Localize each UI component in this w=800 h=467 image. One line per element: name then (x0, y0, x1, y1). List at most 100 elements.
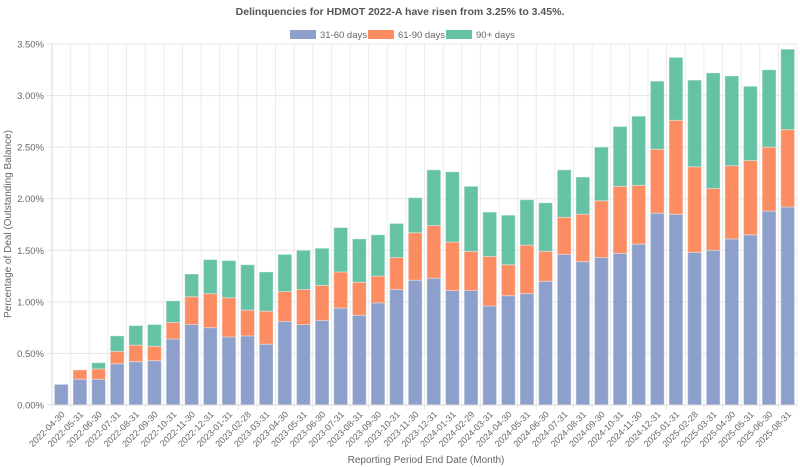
bar-stack-2022-11-30 (184, 273, 200, 406)
bar-90-days-2023-11-30 (407, 197, 423, 234)
bar-stack-2024-02-29 (463, 185, 479, 406)
bar-61-90-days-2024-06-30 (538, 250, 553, 282)
bar-31-60-days-2025-06-30 (761, 210, 777, 406)
bar-stack-2023-03-31 (258, 271, 274, 406)
bar-31-60-days-2024-02-29 (463, 290, 479, 406)
bar-90-days-2022-10-31 (165, 300, 181, 323)
bar-stack-2022-10-31 (165, 300, 181, 406)
bar-stack-2022-08-31 (128, 325, 144, 406)
legend-item-61-90-days[interactable]: 61-90 days (368, 30, 445, 41)
bar-90-days-2024-03-31 (482, 211, 498, 257)
bar-90-days-2022-07-31 (109, 335, 125, 352)
bar-61-90-days-2023-11-30 (407, 232, 423, 281)
bar-61-90-days-2022-09-30 (147, 345, 162, 362)
bar-stack-2023-11-30 (407, 197, 423, 406)
bar-61-90-days-2025-08-31 (780, 129, 796, 208)
bar-31-60-days-2022-05-31 (72, 378, 88, 406)
bar-90-days-2024-06-30 (538, 202, 553, 252)
bar-31-60-days-2022-09-30 (147, 360, 162, 406)
bar-31-60-days-2023-01-31 (221, 336, 237, 406)
bar-stack-2024-12-31 (649, 80, 665, 406)
gridlines (47, 43, 798, 410)
y-tick-label: 0.00% (17, 401, 44, 412)
bar-31-60-days-2025-08-31 (780, 206, 796, 406)
legend-label: 90+ days (476, 30, 515, 41)
bar-90-days-2024-01-31 (445, 171, 460, 243)
bar-31-60-days-2022-08-31 (128, 361, 144, 406)
bar-31-60-days-2024-12-31 (649, 212, 665, 406)
bar-31-60-days-2024-07-31 (556, 253, 572, 406)
bar-90-days-2024-04-30 (500, 214, 516, 266)
y-axis-label: Percentage of Deal (Outstanding Balance) (3, 130, 14, 318)
bar-61-90-days-2022-10-31 (165, 321, 181, 340)
bar-stack-2024-03-31 (482, 211, 498, 406)
bar-stack-2024-10-31 (612, 126, 628, 406)
bar-stack-2025-03-31 (705, 72, 721, 406)
bar-31-60-days-2022-07-31 (109, 363, 125, 406)
bar-90-days-2025-02-28 (687, 79, 702, 168)
bar-31-60-days-2023-06-30 (314, 319, 330, 406)
bar-stack-2023-09-30 (370, 234, 386, 406)
bar-61-90-days-2022-11-30 (184, 296, 200, 326)
bar-90-days-2024-08-31 (575, 176, 591, 215)
bar-61-90-days-2025-03-31 (705, 187, 721, 251)
bar-61-90-days-2023-02-28 (240, 309, 255, 337)
bar-stack-2023-07-31 (333, 227, 349, 406)
bar-61-90-days-2025-04-30 (724, 165, 740, 240)
bar-90-days-2024-02-29 (463, 185, 479, 252)
bar-90-days-2025-03-31 (705, 72, 721, 189)
bar-61-90-days-2024-12-31 (649, 148, 665, 214)
bar-stack-2022-04-30 (53, 383, 69, 406)
bar-61-90-days-2023-09-30 (370, 275, 386, 304)
bar-90-days-2025-08-31 (780, 48, 796, 131)
bar-31-60-days-2023-07-31 (333, 307, 349, 406)
bar-90-days-2025-05-31 (743, 85, 758, 162)
bar-90-days-2023-01-31 (221, 260, 237, 299)
bar-61-90-days-2024-02-29 (463, 250, 479, 292)
bar-stack-2023-04-30 (277, 253, 293, 406)
legend-item-31-60-days[interactable]: 31-60 days (290, 30, 367, 41)
bar-stack-2023-06-30 (314, 247, 330, 406)
bar-90-days-2024-05-31 (519, 199, 535, 246)
bar-90-days-2025-04-30 (724, 75, 740, 167)
bar-stack-2025-02-28 (687, 79, 702, 406)
bar-31-60-days-2025-03-31 (705, 249, 721, 406)
bar-61-90-days-2023-01-31 (221, 297, 237, 338)
bar-31-60-days-2023-05-31 (296, 324, 311, 406)
y-tick-label: 0.50% (17, 349, 44, 360)
bar-61-90-days-2024-03-31 (482, 255, 498, 307)
bar-90-days-2022-12-31 (202, 259, 218, 295)
bar-stack-2025-08-31 (780, 48, 796, 406)
bar-31-60-days-2025-05-31 (743, 234, 758, 406)
bar-90-days-2024-09-30 (594, 146, 609, 202)
axes (51, 44, 797, 406)
bar-90-days-2022-09-30 (147, 324, 162, 347)
bar-31-60-days-2023-04-30 (277, 320, 293, 406)
bar-90-days-2023-08-31 (351, 238, 367, 283)
bar-31-60-days-2022-11-30 (184, 324, 200, 406)
bar-90-days-2024-10-31 (612, 126, 628, 187)
bar-90-days-2023-05-31 (296, 249, 311, 290)
bar-90-days-2025-06-30 (761, 69, 777, 148)
bar-90-days-2023-02-28 (240, 264, 255, 311)
bar-stack-2024-07-31 (556, 169, 572, 406)
bar-61-90-days-2024-11-30 (631, 184, 647, 245)
bar-90-days-2023-07-31 (333, 227, 349, 273)
legend-label: 61-90 days (398, 30, 445, 41)
bar-stack-2024-04-30 (500, 214, 516, 406)
bar-61-90-days-2022-12-31 (202, 293, 218, 329)
bar-stack-2023-02-28 (240, 264, 255, 406)
bar-31-60-days-2022-12-31 (202, 327, 218, 406)
bar-31-60-days-2023-12-31 (426, 277, 442, 406)
bar-31-60-days-2023-08-31 (351, 314, 367, 406)
bar-31-60-days-2023-10-31 (389, 288, 404, 406)
y-tick-label: 3.00% (17, 91, 44, 102)
bar-31-60-days-2023-11-30 (407, 279, 423, 406)
bar-90-days-2023-09-30 (370, 234, 386, 277)
legend-item-90-days[interactable]: 90+ days (446, 30, 515, 41)
bar-31-60-days-2025-02-28 (687, 251, 702, 406)
bar-stack-2023-01-31 (221, 260, 237, 406)
bar-31-60-days-2022-10-31 (165, 338, 181, 406)
bar-61-90-days-2025-05-31 (743, 160, 758, 236)
